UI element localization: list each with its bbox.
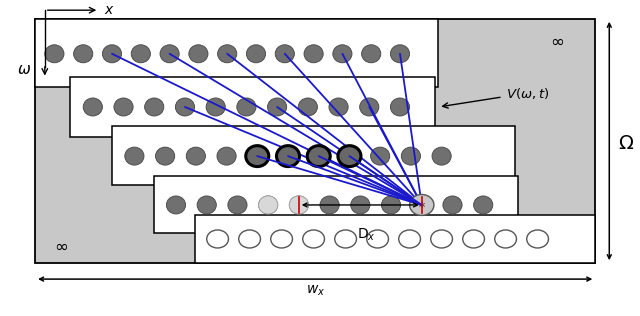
Ellipse shape <box>381 196 401 214</box>
Ellipse shape <box>271 230 292 248</box>
Text: $\ast$: $\ast$ <box>417 199 426 210</box>
Ellipse shape <box>412 196 431 214</box>
Ellipse shape <box>175 98 195 116</box>
Ellipse shape <box>259 196 278 214</box>
Ellipse shape <box>463 230 484 248</box>
Ellipse shape <box>237 98 256 116</box>
Ellipse shape <box>74 45 93 63</box>
Ellipse shape <box>156 147 175 165</box>
Ellipse shape <box>289 196 308 214</box>
Ellipse shape <box>371 147 390 165</box>
Bar <box>35 19 438 87</box>
Bar <box>35 19 595 263</box>
Ellipse shape <box>401 147 420 165</box>
Ellipse shape <box>145 98 164 116</box>
Ellipse shape <box>443 196 462 214</box>
Ellipse shape <box>298 98 317 116</box>
Ellipse shape <box>248 147 267 165</box>
Ellipse shape <box>207 230 228 248</box>
Ellipse shape <box>189 45 208 63</box>
Ellipse shape <box>390 98 410 116</box>
Ellipse shape <box>276 146 300 167</box>
Ellipse shape <box>197 196 216 214</box>
Ellipse shape <box>335 230 356 248</box>
Bar <box>112 126 515 185</box>
Ellipse shape <box>125 147 144 165</box>
Ellipse shape <box>186 147 205 165</box>
Ellipse shape <box>114 98 133 116</box>
Ellipse shape <box>333 45 352 63</box>
Ellipse shape <box>410 194 434 216</box>
Ellipse shape <box>431 230 452 248</box>
Text: $\Omega$: $\Omega$ <box>618 134 634 153</box>
Ellipse shape <box>329 98 348 116</box>
Ellipse shape <box>390 45 410 63</box>
Ellipse shape <box>160 45 179 63</box>
Text: $x$: $x$ <box>104 3 115 17</box>
Ellipse shape <box>131 45 150 63</box>
Ellipse shape <box>340 147 359 165</box>
Bar <box>154 176 518 233</box>
Ellipse shape <box>166 196 186 214</box>
Ellipse shape <box>228 196 247 214</box>
Ellipse shape <box>246 146 269 167</box>
Ellipse shape <box>303 230 324 248</box>
Ellipse shape <box>360 98 379 116</box>
Ellipse shape <box>289 196 308 214</box>
Ellipse shape <box>259 196 278 214</box>
Ellipse shape <box>217 147 236 165</box>
Text: $w_x$: $w_x$ <box>305 283 325 298</box>
Ellipse shape <box>218 45 237 63</box>
Ellipse shape <box>367 230 388 248</box>
Ellipse shape <box>320 196 339 214</box>
Ellipse shape <box>474 196 493 214</box>
Ellipse shape <box>309 147 328 165</box>
Bar <box>70 77 435 137</box>
Ellipse shape <box>45 45 64 63</box>
Text: $\mathrm{D}_x$: $\mathrm{D}_x$ <box>357 227 376 243</box>
Ellipse shape <box>268 98 287 116</box>
Ellipse shape <box>83 98 102 116</box>
Ellipse shape <box>307 146 330 167</box>
Text: $V(\omega,t)$: $V(\omega,t)$ <box>443 86 549 108</box>
Ellipse shape <box>527 230 548 248</box>
Text: $\infty$: $\infty$ <box>550 32 564 50</box>
Ellipse shape <box>495 230 516 248</box>
Ellipse shape <box>278 147 298 165</box>
Ellipse shape <box>206 98 225 116</box>
Bar <box>195 215 595 263</box>
Ellipse shape <box>338 146 361 167</box>
Ellipse shape <box>399 230 420 248</box>
Ellipse shape <box>102 45 122 63</box>
Ellipse shape <box>351 196 370 214</box>
Ellipse shape <box>239 230 260 248</box>
Ellipse shape <box>275 45 294 63</box>
Ellipse shape <box>362 45 381 63</box>
Text: $\infty$: $\infty$ <box>54 237 68 255</box>
Ellipse shape <box>432 147 451 165</box>
Text: $\omega$: $\omega$ <box>17 62 31 77</box>
Ellipse shape <box>246 45 266 63</box>
Ellipse shape <box>304 45 323 63</box>
